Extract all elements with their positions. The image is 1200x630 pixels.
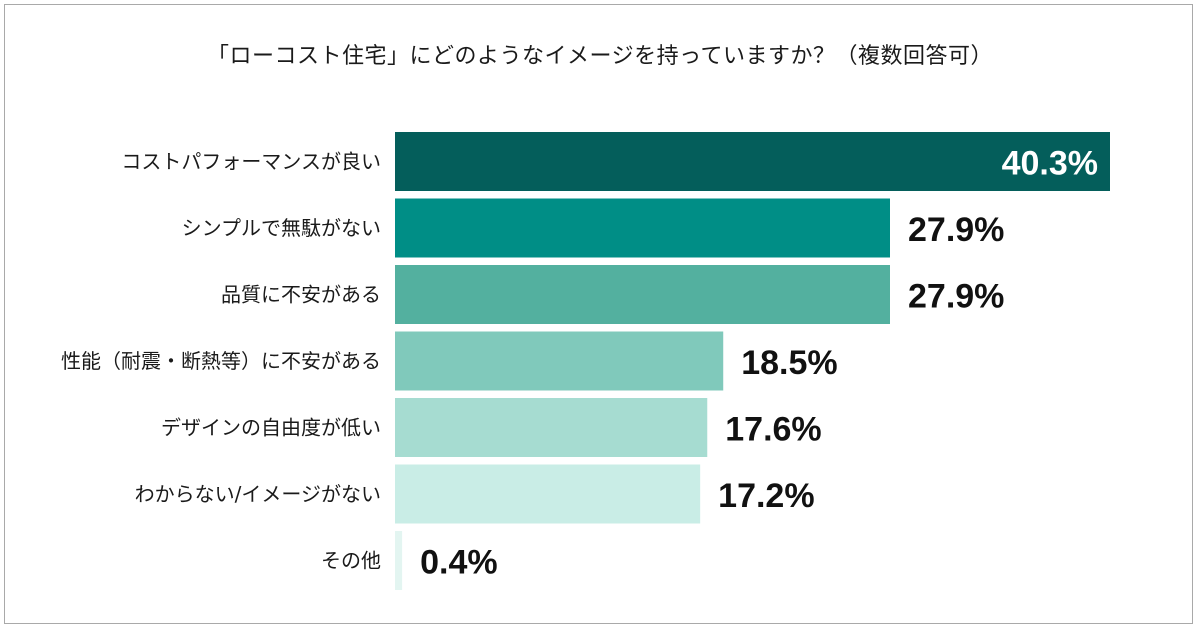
value-label-2: 27.9% [908, 211, 1004, 249]
bar-6 [395, 464, 701, 524]
category-label-2: シンプルで無駄がない [182, 216, 381, 240]
bar-5 [395, 398, 708, 457]
category-label-1: コストパフォーマンスが良い [121, 150, 381, 174]
category-label-5: デザインの自由度が低い [161, 416, 381, 440]
value-label-5: 17.6% [725, 411, 821, 449]
category-label-6: わからない/イメージがない [135, 482, 381, 506]
category-label-7: その他 [321, 549, 381, 573]
value-label-3: 27.9% [908, 278, 1004, 316]
bar-3 [395, 265, 890, 324]
value-label-6: 17.2% [718, 477, 814, 515]
value-label-7: 0.4% [420, 544, 498, 582]
bar-4 [395, 331, 724, 391]
value-label-1: 40.3% [1002, 145, 1098, 183]
category-label-4: 性能（耐震・断熱等）に不安がある [61, 349, 381, 373]
bar-2 [395, 198, 890, 258]
chart-title: 「ローコスト住宅」にどのようなイメージを持っていますか？（複数回答可） [207, 44, 993, 69]
value-label-4: 18.5% [741, 344, 837, 382]
category-label-3: 品質に不安がある [221, 283, 381, 307]
bar-1 [395, 132, 1110, 191]
bar-7 [395, 531, 403, 590]
